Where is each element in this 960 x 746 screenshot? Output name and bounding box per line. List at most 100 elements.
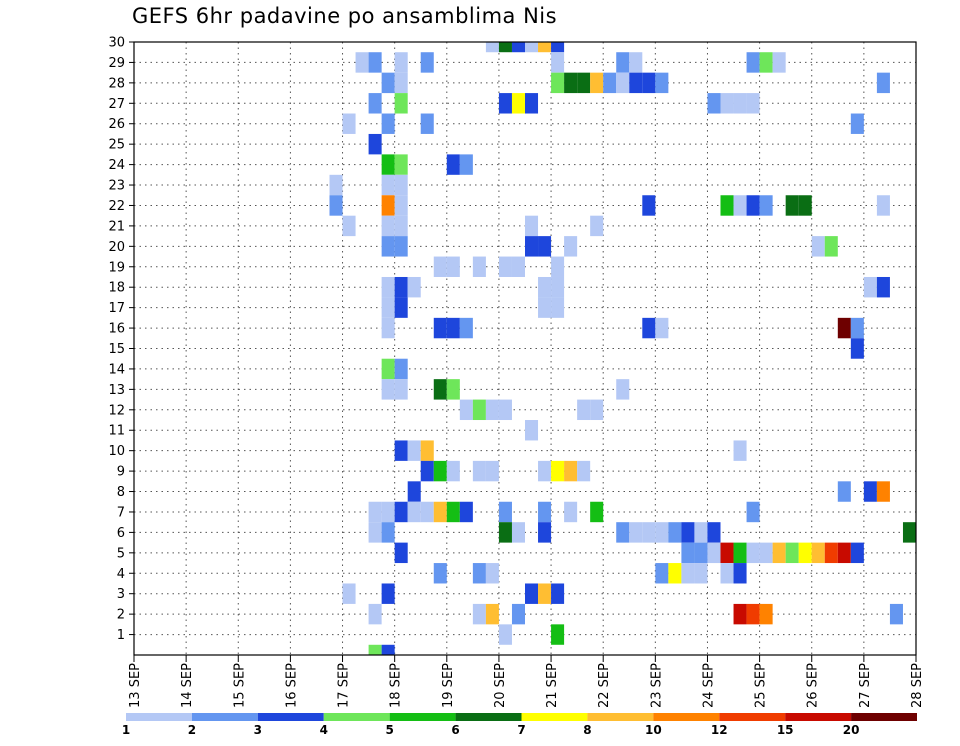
legend-label: 5 bbox=[385, 723, 393, 737]
data-cell bbox=[551, 42, 565, 53]
y-tick-label: 24 bbox=[108, 158, 125, 173]
data-cell bbox=[876, 276, 890, 298]
data-cell bbox=[433, 563, 447, 584]
y-tick-label: 21 bbox=[108, 219, 125, 234]
data-cell bbox=[498, 624, 512, 645]
data-cell bbox=[811, 542, 825, 564]
y-tick-label: 23 bbox=[108, 179, 125, 194]
y-tick-label: 7 bbox=[117, 505, 125, 520]
data-cell bbox=[342, 215, 356, 237]
data-cell bbox=[694, 542, 708, 564]
data-cell bbox=[472, 256, 486, 277]
data-cell bbox=[538, 297, 552, 318]
data-cell bbox=[538, 522, 552, 543]
data-cell bbox=[407, 501, 421, 523]
data-cell bbox=[538, 583, 552, 604]
data-cell bbox=[485, 399, 499, 421]
data-cell bbox=[616, 52, 630, 73]
data-cell bbox=[342, 113, 356, 134]
data-cell bbox=[538, 236, 552, 257]
x-tick-label: 16 SEP bbox=[284, 663, 299, 708]
data-cell bbox=[564, 236, 578, 257]
data-cell bbox=[381, 297, 395, 318]
legend-swatch bbox=[785, 713, 852, 721]
data-cell bbox=[863, 481, 877, 502]
x-tick-label: 28 SEP bbox=[910, 663, 925, 708]
data-cell bbox=[759, 542, 773, 564]
legend-swatch bbox=[126, 713, 192, 721]
data-cell bbox=[720, 93, 734, 114]
data-cell bbox=[472, 563, 486, 584]
y-tick-label: 11 bbox=[108, 424, 125, 439]
legend-label: 10 bbox=[645, 723, 662, 737]
data-cell bbox=[577, 460, 591, 482]
data-cell bbox=[511, 603, 525, 625]
data-cell bbox=[733, 195, 747, 216]
data-cell bbox=[394, 358, 408, 380]
data-cell bbox=[629, 522, 643, 543]
x-tick-label: 21 SEP bbox=[545, 663, 560, 708]
data-cell bbox=[394, 93, 408, 114]
data-cell bbox=[472, 460, 486, 482]
y-tick-label: 1 bbox=[117, 628, 125, 643]
data-cell bbox=[733, 542, 747, 564]
data-cell bbox=[511, 256, 525, 277]
data-cell bbox=[551, 276, 565, 298]
legend-swatch bbox=[191, 713, 258, 721]
data-cell bbox=[446, 379, 460, 400]
data-cell bbox=[655, 563, 669, 584]
data-cell bbox=[720, 563, 734, 584]
data-cell bbox=[759, 52, 773, 73]
data-cell bbox=[668, 563, 682, 584]
y-tick-label: 4 bbox=[117, 567, 125, 582]
data-cell bbox=[798, 542, 812, 564]
data-cell bbox=[381, 174, 395, 196]
data-cell bbox=[551, 460, 565, 482]
legend-swatch bbox=[257, 713, 324, 721]
data-cell bbox=[394, 215, 408, 237]
data-cell bbox=[720, 542, 734, 564]
data-cell bbox=[433, 379, 447, 400]
data-cell bbox=[329, 195, 343, 216]
x-tick-label: 17 SEP bbox=[337, 663, 352, 708]
data-cell bbox=[616, 522, 630, 543]
y-tick-label: 27 bbox=[108, 97, 125, 112]
data-cell bbox=[394, 379, 408, 400]
data-cell bbox=[681, 542, 695, 564]
data-cell bbox=[446, 501, 460, 523]
data-cell bbox=[811, 236, 825, 257]
data-cell bbox=[446, 460, 460, 482]
y-tick-label: 25 bbox=[108, 138, 125, 153]
data-cell bbox=[733, 440, 747, 461]
data-cell bbox=[824, 542, 838, 564]
data-cell bbox=[538, 276, 552, 298]
x-tick-label: 27 SEP bbox=[858, 663, 873, 708]
data-cell bbox=[616, 379, 630, 400]
y-tick-label: 8 bbox=[117, 485, 125, 500]
data-cell bbox=[694, 563, 708, 584]
data-cell bbox=[681, 522, 695, 543]
data-cell bbox=[511, 42, 525, 53]
data-cell bbox=[616, 72, 630, 94]
data-cell bbox=[407, 440, 421, 461]
data-cell bbox=[459, 501, 473, 523]
data-cell bbox=[642, 195, 656, 216]
data-cell bbox=[381, 113, 395, 134]
legend-swatch bbox=[323, 713, 390, 721]
data-cell bbox=[394, 52, 408, 73]
data-cell bbox=[525, 215, 539, 237]
data-cell bbox=[381, 522, 395, 543]
data-cell bbox=[368, 522, 382, 543]
data-cell bbox=[368, 603, 382, 625]
y-tick-label: 3 bbox=[117, 587, 125, 602]
data-cell bbox=[394, 195, 408, 216]
data-cell bbox=[564, 460, 578, 482]
data-cell bbox=[420, 440, 434, 461]
data-cell bbox=[707, 522, 721, 543]
data-cell bbox=[733, 563, 747, 584]
data-cell bbox=[394, 542, 408, 564]
data-cell bbox=[850, 338, 864, 359]
data-cell bbox=[381, 379, 395, 400]
data-cell bbox=[381, 72, 395, 94]
